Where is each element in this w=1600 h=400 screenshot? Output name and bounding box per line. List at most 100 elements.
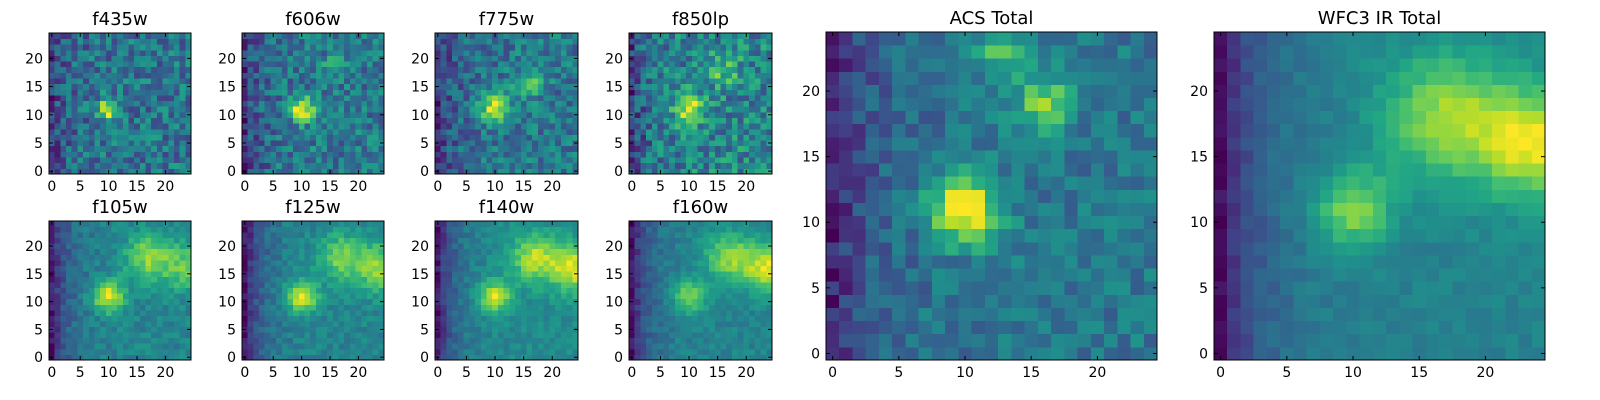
heatmap-cell bbox=[760, 282, 767, 289]
heatmap-cell bbox=[497, 95, 505, 102]
heatmap-cell bbox=[640, 111, 647, 118]
heatmap-cell bbox=[49, 134, 56, 141]
heatmap-cell bbox=[179, 89, 186, 96]
heatmap-cell bbox=[276, 157, 283, 164]
heatmap-cell bbox=[162, 89, 169, 96]
heatmap-cell bbox=[714, 44, 721, 51]
plot-frame bbox=[434, 220, 579, 361]
heatmap-cell bbox=[338, 293, 345, 300]
heatmap-cell bbox=[709, 326, 716, 333]
heatmap-cell bbox=[497, 304, 505, 311]
heatmap-cell bbox=[344, 145, 351, 152]
heatmap-cell bbox=[549, 304, 556, 311]
heatmap-cell bbox=[54, 168, 61, 175]
heatmap-cell bbox=[361, 326, 368, 333]
heatmap-cell bbox=[543, 38, 550, 45]
heatmap-cell bbox=[709, 140, 716, 147]
heatmap-cell bbox=[264, 226, 271, 233]
heatmap-cell bbox=[361, 287, 368, 294]
heatmap-cell bbox=[657, 106, 664, 113]
heatmap-cell bbox=[686, 61, 693, 68]
heatmap-cell bbox=[703, 151, 710, 158]
heatmap-cell bbox=[760, 293, 767, 300]
heatmap-cell bbox=[714, 293, 721, 300]
heatmap-cell bbox=[111, 304, 118, 311]
heatmap-cell bbox=[321, 282, 328, 289]
heatmap-cell bbox=[709, 134, 716, 141]
heatmap-cell bbox=[629, 106, 636, 113]
heatmap-cell bbox=[298, 78, 305, 85]
y-tick-label: 0 bbox=[34, 164, 43, 180]
heatmap-cell bbox=[503, 226, 510, 233]
heatmap-cell bbox=[651, 100, 658, 107]
heatmap-cell bbox=[440, 276, 447, 283]
heatmap-cell bbox=[276, 111, 283, 118]
heatmap-cell bbox=[446, 298, 453, 305]
heatmap-cell bbox=[88, 157, 95, 164]
heatmap-cell bbox=[572, 157, 579, 164]
heatmap-cell bbox=[475, 293, 482, 300]
heatmap-cell bbox=[543, 298, 550, 305]
heatmap-cell bbox=[737, 151, 744, 158]
heatmap-cell bbox=[452, 49, 459, 56]
heatmap-cell bbox=[537, 157, 545, 164]
heatmap-cell bbox=[651, 293, 658, 300]
heatmap-cell bbox=[497, 326, 505, 333]
heatmap-cell bbox=[754, 123, 761, 130]
heatmap-cell bbox=[560, 111, 567, 118]
heatmap-cell bbox=[344, 243, 351, 250]
heatmap-cell bbox=[646, 72, 653, 79]
heatmap-cell bbox=[315, 232, 322, 239]
heatmap-cell bbox=[105, 117, 112, 124]
heatmap-cell bbox=[94, 309, 101, 316]
heatmap-cell bbox=[66, 83, 73, 90]
heatmap-cell bbox=[173, 237, 181, 244]
heatmap-cell bbox=[270, 66, 277, 73]
heatmap-cell bbox=[680, 354, 687, 361]
heatmap-cell bbox=[281, 128, 288, 135]
heatmap-cell bbox=[361, 145, 368, 152]
heatmap-cell bbox=[543, 326, 550, 333]
heatmap-cell bbox=[105, 287, 112, 294]
heatmap-cell bbox=[293, 326, 300, 333]
heatmap-cell bbox=[646, 145, 653, 152]
heatmap-cell bbox=[315, 321, 322, 328]
heatmap-cell bbox=[259, 100, 266, 107]
heatmap-cell bbox=[49, 123, 56, 130]
heatmap-cell bbox=[743, 315, 750, 322]
heatmap-cell bbox=[304, 111, 311, 118]
heatmap-cell bbox=[691, 111, 699, 118]
y-tick-label: 15 bbox=[25, 80, 43, 96]
heatmap-cell bbox=[162, 287, 169, 294]
heatmap-cell bbox=[372, 304, 379, 311]
heatmap-cell bbox=[156, 89, 163, 96]
heatmap-cell bbox=[440, 298, 447, 305]
heatmap-cell bbox=[440, 95, 447, 102]
x-tick-label: 10 bbox=[100, 365, 118, 381]
heatmap-cell bbox=[151, 298, 158, 305]
heatmap-cell bbox=[526, 309, 533, 316]
heatmap-cell bbox=[657, 78, 664, 85]
heatmap-cell bbox=[105, 348, 112, 355]
heatmap-cell bbox=[281, 111, 288, 118]
heatmap-cell bbox=[697, 140, 704, 147]
heatmap-cell bbox=[526, 83, 533, 90]
heatmap-cell bbox=[66, 117, 73, 124]
heatmap-cell bbox=[264, 254, 271, 261]
heatmap-cell bbox=[264, 354, 271, 361]
heatmap-cell bbox=[663, 66, 670, 73]
heatmap-cell bbox=[457, 221, 464, 227]
heatmap-cell bbox=[128, 106, 135, 113]
heatmap-cell bbox=[162, 276, 169, 283]
heatmap-cell bbox=[674, 162, 681, 169]
heatmap-cell bbox=[726, 55, 733, 62]
heatmap-cell bbox=[486, 337, 493, 344]
heatmap-cell bbox=[355, 100, 362, 107]
heatmap-cell bbox=[338, 298, 345, 305]
heatmap-cell bbox=[145, 243, 152, 250]
heatmap-cell bbox=[555, 337, 562, 344]
heatmap-cell bbox=[515, 72, 522, 79]
heatmap-cell bbox=[259, 49, 266, 56]
heatmap-cell bbox=[128, 100, 135, 107]
heatmap-cell bbox=[566, 354, 573, 361]
